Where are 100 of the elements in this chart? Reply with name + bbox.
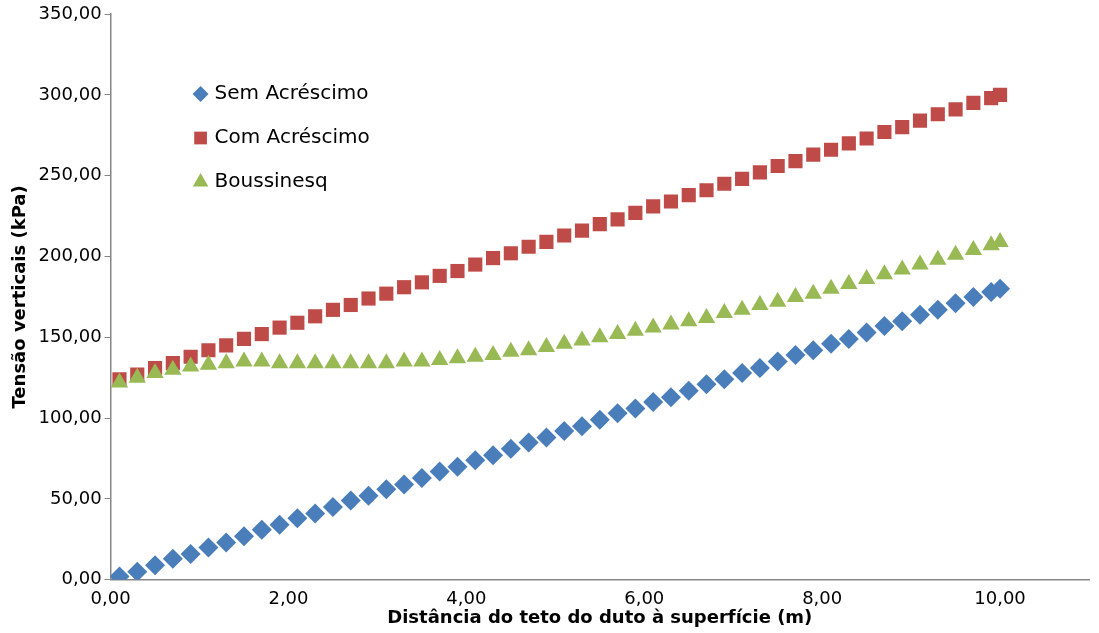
- point: [714, 369, 735, 390]
- point: [910, 304, 930, 325]
- point: [660, 387, 681, 408]
- legend-label: Boussinesq: [214, 168, 328, 193]
- point: [180, 543, 201, 564]
- point: [450, 263, 465, 279]
- point: [625, 398, 646, 419]
- point: [236, 331, 252, 346]
- point: [610, 212, 625, 227]
- point: [484, 345, 502, 361]
- point: [537, 337, 556, 353]
- point: [306, 353, 324, 369]
- point: [608, 324, 627, 340]
- point: [770, 158, 785, 174]
- point: [377, 353, 395, 369]
- point: [217, 353, 235, 369]
- y-tick-label: 50,00: [50, 486, 102, 508]
- point: [432, 268, 447, 283]
- point: [557, 228, 572, 243]
- point: [127, 561, 148, 580]
- point: [838, 328, 859, 349]
- point: [806, 147, 821, 162]
- point: [749, 358, 770, 379]
- point: [607, 403, 628, 424]
- x-tick-label: 0,00: [90, 587, 131, 609]
- point: [447, 456, 468, 477]
- point: [856, 322, 877, 343]
- point: [500, 438, 521, 459]
- point: [663, 194, 679, 209]
- point: [877, 124, 892, 140]
- point: [912, 113, 928, 128]
- y-tick-label: 200,00: [38, 244, 102, 266]
- point: [875, 264, 894, 280]
- point: [735, 171, 750, 186]
- point: [591, 327, 609, 343]
- point: [358, 485, 379, 506]
- point: [411, 467, 432, 488]
- point: [340, 490, 361, 511]
- point: [699, 183, 714, 198]
- point: [592, 217, 607, 232]
- point: [305, 503, 326, 524]
- point: [519, 340, 538, 356]
- point: [518, 432, 539, 453]
- point: [678, 380, 699, 401]
- point: [788, 154, 803, 169]
- point: [308, 309, 323, 324]
- point: [930, 107, 945, 122]
- x-tick-label: 2,00: [268, 587, 309, 609]
- point: [767, 351, 788, 372]
- point: [287, 508, 308, 529]
- point: [503, 246, 518, 261]
- point: [680, 311, 698, 327]
- point: [927, 299, 948, 320]
- point: [752, 165, 767, 180]
- point: [536, 427, 557, 448]
- point: [572, 416, 592, 437]
- point: [696, 374, 717, 395]
- point: [269, 514, 290, 535]
- point: [895, 120, 910, 135]
- point: [874, 316, 895, 336]
- legend-label: Sem Acréscimo: [214, 80, 369, 105]
- point: [628, 205, 643, 220]
- point: [465, 450, 486, 471]
- point: [821, 333, 842, 354]
- y-tick-label: 250,00: [38, 163, 102, 185]
- point: [966, 95, 981, 110]
- y-tick-label: 350,00: [38, 1, 102, 23]
- point: [198, 537, 219, 558]
- point: [574, 223, 590, 238]
- point: [483, 445, 504, 466]
- x-tick-label: 10,00: [974, 587, 1026, 609]
- point: [785, 345, 806, 366]
- point: [803, 340, 824, 361]
- point: [963, 286, 984, 307]
- point: [681, 187, 696, 203]
- point: [823, 142, 839, 157]
- y-axis-title: Tensão verticais (kPa): [8, 185, 30, 409]
- point: [272, 320, 287, 335]
- point: [322, 497, 343, 518]
- point: [216, 532, 237, 553]
- point: [732, 362, 753, 383]
- point: [251, 519, 272, 540]
- point: [554, 421, 575, 442]
- point: [376, 479, 397, 500]
- y-tick-label: 300,00: [38, 82, 102, 104]
- legend-label: Com Acréscimo: [214, 124, 370, 149]
- point: [145, 555, 166, 576]
- point: [361, 291, 376, 306]
- point: [992, 87, 1008, 102]
- point: [717, 176, 732, 191]
- point: [468, 257, 483, 272]
- point: [254, 327, 269, 342]
- point: [715, 303, 733, 319]
- y-tick-label: 150,00: [38, 324, 102, 346]
- point: [343, 297, 358, 313]
- point: [201, 343, 216, 358]
- point: [945, 293, 966, 314]
- point: [859, 131, 874, 146]
- point: [359, 353, 378, 369]
- point: [857, 269, 876, 285]
